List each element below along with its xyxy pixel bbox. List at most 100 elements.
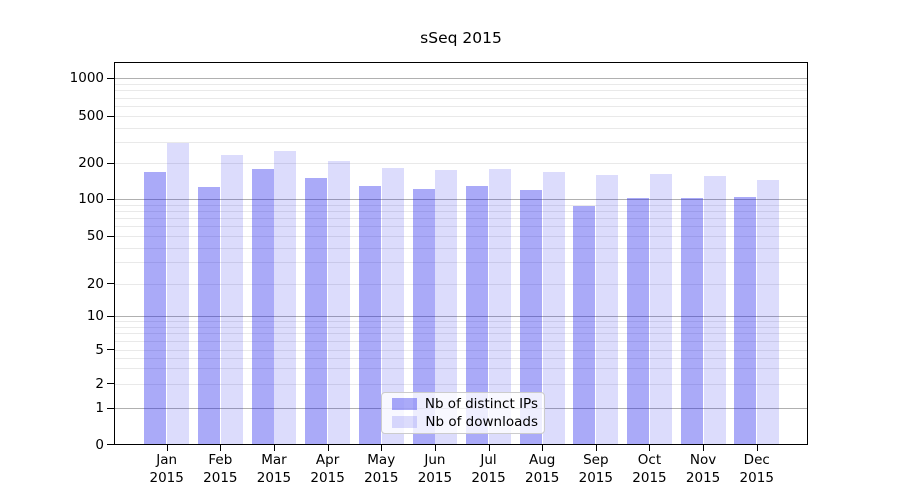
bar-downloads-jan — [167, 142, 190, 445]
legend-swatch-distinct-ips — [392, 398, 417, 411]
bar-downloads-apr — [328, 160, 351, 445]
y-tick-mark — [107, 198, 114, 200]
gridline-minor — [114, 218, 808, 220]
y-tick-label: 10 — [86, 308, 104, 324]
gridline-minor — [114, 142, 808, 144]
y-tick-label: 2 — [95, 375, 104, 392]
x-tick-month: Aug — [528, 452, 556, 468]
gridline-major — [114, 316, 808, 317]
bar-downloads-nov — [703, 176, 726, 445]
gridline-minor — [114, 84, 808, 86]
x-tick-year: 2015 — [632, 469, 667, 486]
x-tick-month: Sep — [583, 452, 609, 468]
gridline-major — [114, 78, 808, 80]
x-tick-label: Jan 2015 — [135, 452, 199, 487]
gridline-minor — [114, 226, 808, 228]
x-tick-label: Oct 2015 — [617, 452, 681, 487]
legend-item-distinct-ips: Nb of distinct IPs — [388, 396, 538, 412]
legend: Nb of distinct IPs Nb of downloads — [381, 392, 545, 434]
y-tick-label: 0 — [95, 436, 104, 453]
y-tick-label: 1000 — [69, 70, 104, 87]
gridline-minor — [114, 383, 808, 385]
bar-distinct-ips-dec — [734, 196, 757, 445]
x-tick-month: May — [367, 452, 396, 468]
x-tick-mark — [166, 445, 168, 451]
gridline-minor — [114, 262, 808, 264]
y-tick-label: 50 — [86, 228, 104, 244]
gridline-minor — [114, 368, 808, 370]
x-tick-label: Mar 2015 — [242, 452, 306, 487]
x-tick-label: Jul 2015 — [457, 452, 521, 487]
bar-downloads-may — [381, 167, 404, 445]
bar-downloads-jun — [435, 170, 458, 445]
y-tick-mark — [107, 383, 114, 384]
y-tick-mark — [107, 283, 114, 284]
gridline-minor — [114, 204, 808, 206]
x-tick-mark — [381, 445, 383, 451]
bar-downloads-feb — [220, 155, 243, 445]
y-tick-label: 20 — [86, 275, 104, 292]
x-tick-month: Jun — [424, 452, 446, 468]
y-tick-mark — [107, 315, 114, 317]
gridline-major — [114, 199, 808, 201]
plot-area — [114, 62, 808, 445]
y-tick-mark — [107, 444, 114, 445]
x-tick-label: Nov 2015 — [671, 452, 735, 487]
gridline-minor — [114, 283, 808, 285]
x-tick-month: Jul — [480, 452, 497, 468]
x-tick-label: Jun 2015 — [403, 452, 467, 487]
x-tick-mark — [220, 445, 222, 451]
y-tick-mark — [107, 235, 114, 237]
gridline-minor — [114, 90, 808, 92]
gridline-minor — [114, 211, 808, 213]
gridline-minor — [114, 333, 808, 335]
y-tick-label: 500 — [78, 108, 104, 124]
x-tick-label: May 2015 — [349, 452, 413, 487]
bar-downloads-sep — [596, 175, 619, 445]
y-tick-label: 1 — [95, 400, 104, 416]
bar-downloads-dec — [757, 180, 780, 445]
x-tick-label: Aug 2015 — [510, 452, 574, 487]
bar-distinct-ips-nov — [680, 197, 703, 445]
x-tick-year: 2015 — [256, 469, 292, 486]
x-tick-mark — [649, 445, 651, 451]
gridline-minor — [114, 247, 808, 249]
legend-item-downloads: Nb of downloads — [388, 414, 538, 430]
x-tick-label: Sep 2015 — [564, 452, 628, 487]
legend-label-downloads: Nb of downloads — [425, 413, 538, 430]
x-tick-mark — [595, 445, 597, 451]
x-tick-year: 2015 — [310, 469, 345, 486]
bar-distinct-ips-aug — [519, 189, 542, 445]
bar-downloads-aug — [542, 171, 565, 445]
bar-distinct-ips-jul — [466, 185, 489, 445]
x-tick-mark — [542, 445, 544, 451]
x-tick-month: Nov — [689, 452, 717, 468]
x-tick-month: Apr — [315, 452, 340, 468]
y-tick-label: 200 — [78, 155, 104, 172]
bar-distinct-ips-feb — [197, 187, 220, 445]
x-tick-mark — [327, 445, 329, 451]
bar-distinct-ips-sep — [573, 206, 596, 445]
x-tick-year: 2015 — [203, 469, 238, 486]
gridline-minor — [114, 163, 808, 165]
x-tick-mark — [703, 445, 705, 451]
gridline-minor — [114, 106, 808, 108]
x-tick-year: 2015 — [578, 469, 613, 486]
x-tick-mark — [434, 445, 436, 451]
gridline-minor — [114, 97, 808, 99]
bar-downloads-oct — [649, 173, 672, 445]
bar-downloads-mar — [274, 150, 297, 445]
x-tick-year: 2015 — [417, 469, 453, 486]
gridline-minor — [114, 357, 808, 359]
x-tick-label: Dec 2015 — [725, 452, 789, 487]
bar-distinct-ips-oct — [627, 198, 650, 445]
x-tick-month: Feb — [208, 452, 233, 468]
x-tick-month: Mar — [261, 452, 287, 468]
gridline-minor — [114, 326, 808, 328]
gridline-minor — [114, 321, 808, 323]
chart-title: sSeq 2015 — [420, 29, 502, 47]
x-tick-mark — [273, 445, 275, 451]
x-tick-label: Feb 2015 — [188, 452, 252, 487]
gridline-minor — [114, 340, 808, 342]
x-tick-year: 2015 — [471, 469, 506, 486]
